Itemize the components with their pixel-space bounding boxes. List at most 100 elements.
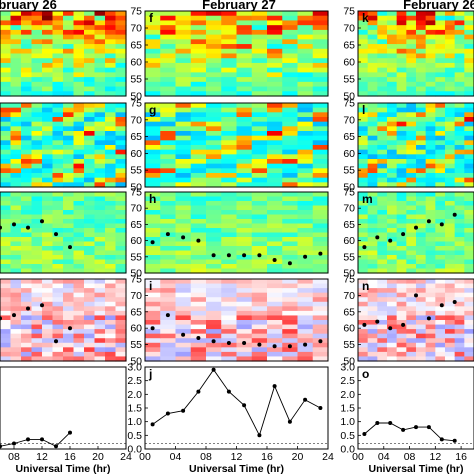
heatmap-cell [445, 192, 456, 198]
heatmap-cell [63, 250, 75, 256]
heatmap-cell [282, 223, 299, 229]
heatmap-cell [73, 154, 85, 160]
heatmap-cell [445, 149, 456, 155]
heatmap-cell [94, 140, 106, 146]
heatmap-cell [387, 228, 398, 234]
heatmap-cell [377, 315, 388, 321]
heatmap-cell [454, 279, 465, 285]
heatmap-cell [297, 58, 314, 64]
heatmap-cell [312, 126, 329, 132]
heatmap-cell [175, 283, 192, 289]
heatmap-cell [63, 228, 75, 234]
heatmap-cell [425, 58, 436, 64]
heatmap-cell [115, 173, 127, 179]
heatmap-cell [406, 268, 417, 274]
heatmap-cell [160, 140, 177, 146]
heatmap-cell [160, 53, 177, 59]
heatmap-cell [73, 201, 85, 207]
heatmap-cell [445, 72, 456, 78]
heatmap-cell [52, 112, 64, 118]
heatmap-cell [175, 159, 192, 165]
heatmap-cell [367, 329, 378, 335]
heatmap-cell [21, 338, 33, 344]
heatmap-cell [251, 135, 268, 141]
heatmap-cell [105, 192, 117, 198]
heatmap-cell [105, 145, 117, 151]
heatmap-cell [464, 320, 474, 326]
x-tick-label: 00 [352, 451, 364, 463]
heatmap-cell [416, 107, 427, 113]
heatmap-cell [358, 306, 369, 312]
heatmap-cell [175, 140, 192, 146]
heatmap-cell [94, 121, 106, 127]
heatmap-cell [63, 86, 75, 92]
heatmap-cell [175, 126, 192, 132]
heatmap-cell [367, 347, 378, 353]
heatmap-cell [267, 91, 283, 97]
heatmap-cell [115, 342, 127, 348]
heatmap-cell [94, 103, 106, 109]
heatmap-cell [312, 121, 329, 127]
panel-label: o [362, 367, 369, 381]
heatmap-cell [282, 301, 299, 307]
heatmap-cell [377, 173, 388, 179]
heatmap-cell [416, 163, 427, 169]
heatmap-cell [377, 15, 388, 22]
heatmap-cell [282, 173, 299, 179]
heatmap-cell [416, 210, 427, 216]
heatmap-cell [145, 288, 161, 294]
heatmap-cell [63, 34, 75, 40]
heatmap-cell [367, 173, 378, 179]
heatmap-cell [377, 347, 388, 353]
heatmap-cell [236, 264, 253, 270]
heatmap-cell [94, 237, 106, 243]
heatmap-cell [445, 347, 456, 353]
heatmap-cell [21, 310, 33, 317]
y-tick-label: 70 [343, 23, 355, 35]
heatmap-cell [236, 250, 253, 256]
heatmap-cell [267, 112, 283, 118]
heatmap-cell [115, 182, 127, 188]
y-tick-label: 50 [130, 182, 142, 194]
heatmap-cell [377, 103, 388, 109]
heatmap-cell [236, 283, 253, 289]
heatmap-cell [435, 145, 446, 151]
heatmap-cell [377, 232, 388, 238]
heatmap-cell [160, 219, 177, 225]
heatmap-cell [190, 140, 207, 146]
heatmap-cell [63, 351, 75, 358]
heatmap-cell [251, 329, 268, 335]
heatmap-cell [377, 34, 388, 40]
heatmap-cell [454, 67, 465, 73]
heatmap-cell [387, 250, 398, 256]
heatmap-cell [145, 297, 161, 303]
heatmap-cell [175, 347, 192, 353]
heatmap-cell [358, 347, 369, 353]
heatmap-cell [435, 241, 446, 247]
heatmap-cell [84, 131, 96, 137]
heatmap-cell [190, 67, 207, 73]
heatmap-cell [63, 140, 75, 146]
heatmap-cell [297, 338, 314, 344]
heatmap-cell [251, 20, 268, 26]
heatmap-cell [282, 196, 299, 202]
heatmap-cell [175, 210, 192, 216]
heatmap-cell [221, 53, 238, 59]
heatmap-cell [21, 121, 33, 127]
heatmap-cell [52, 342, 64, 348]
heatmap-cell [236, 347, 253, 353]
heatmap-cell [221, 356, 238, 362]
heatmap-cell [206, 214, 222, 220]
heatmap-cell [358, 145, 369, 151]
heatmap-cell [10, 241, 22, 247]
heatmap-cell [94, 219, 106, 225]
heatmap-cell [73, 103, 85, 109]
heatmap-cell [42, 126, 54, 132]
heatmap-cell [175, 268, 192, 274]
heatmap-cell [10, 279, 22, 285]
heatmap-cell [282, 72, 299, 78]
heatmap-cell [73, 250, 85, 256]
heatmap-cell [21, 62, 33, 69]
